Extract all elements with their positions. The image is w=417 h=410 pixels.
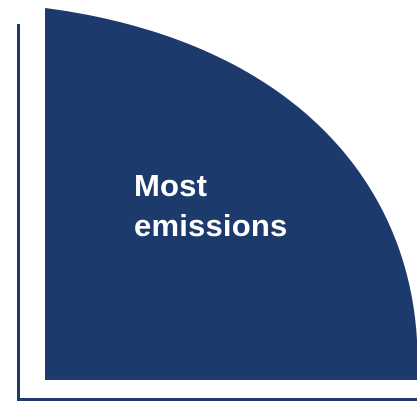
- x-axis-line: [17, 398, 417, 401]
- label-line-2: emissions: [134, 208, 288, 243]
- quarter-circle-shape: [45, 8, 417, 380]
- label-line-1: Most: [134, 168, 208, 203]
- y-axis-line: [17, 24, 20, 401]
- quadrant-label: Most emissions: [134, 166, 334, 246]
